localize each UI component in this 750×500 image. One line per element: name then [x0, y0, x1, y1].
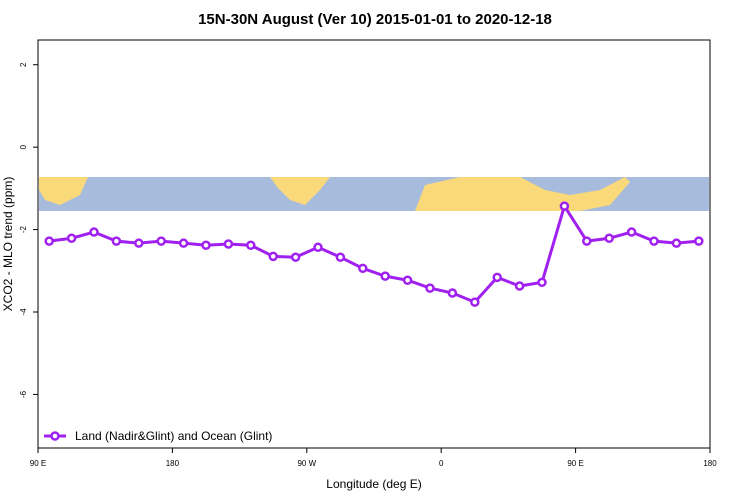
y-tick-label: -4	[19, 308, 28, 316]
point	[537, 277, 547, 288]
point	[470, 297, 480, 307]
chart-title: 15N-30N August (Ver 10) 2015-01-01 to 20…	[198, 11, 552, 28]
point	[246, 240, 256, 250]
point	[290, 252, 301, 262]
point	[134, 238, 144, 248]
point	[447, 288, 458, 298]
map-strip	[39, 177, 709, 211]
point	[156, 236, 166, 246]
y-tick-label: -2	[19, 225, 28, 233]
point	[223, 239, 234, 249]
point	[492, 272, 502, 283]
point	[89, 227, 99, 237]
point	[582, 236, 592, 246]
point	[178, 238, 189, 248]
point	[514, 281, 525, 291]
point	[694, 236, 704, 246]
series-line	[49, 202, 699, 304]
point	[268, 251, 278, 262]
point	[604, 233, 614, 243]
point	[380, 271, 390, 281]
y-tick-label: 2	[19, 62, 28, 67]
point	[44, 236, 54, 246]
point	[671, 238, 682, 248]
y-axis-label: XCO2 - MLO trend (ppm)	[1, 177, 15, 312]
legend-label: Land (Nadir&Glint) and Ocean (Glint)	[75, 429, 272, 443]
legend-marker	[50, 431, 60, 441]
x-tick-label: 90 W	[297, 459, 316, 468]
point	[201, 240, 211, 250]
x-tick-label: 90 E	[567, 459, 583, 468]
x-tick-label: 180	[166, 459, 180, 468]
x-tick-label: 90 E	[30, 459, 46, 468]
x-tick-label: 180	[703, 459, 717, 468]
point	[626, 227, 637, 237]
point	[313, 242, 323, 253]
y-tick-label: -6	[19, 390, 28, 398]
point	[425, 283, 435, 293]
point	[66, 233, 77, 243]
point	[649, 236, 659, 246]
point	[358, 263, 368, 274]
x-tick-label: 0	[439, 459, 444, 468]
point	[335, 252, 346, 262]
y-tick-label: 0	[19, 144, 28, 149]
point	[559, 201, 570, 211]
plot-frame	[37, 39, 711, 449]
point	[111, 236, 122, 246]
x-axis-label: Longitude (deg E)	[326, 477, 421, 491]
point	[402, 275, 413, 286]
